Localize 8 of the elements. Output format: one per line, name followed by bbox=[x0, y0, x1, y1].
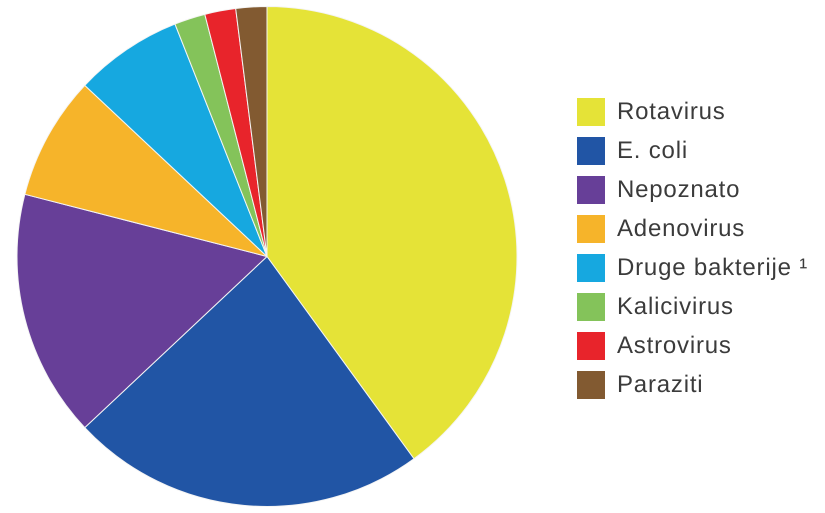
legend-label: Nepoznato bbox=[617, 176, 740, 204]
legend-label: Kalicivirus bbox=[617, 292, 734, 320]
legend-label: Druge bakterije ¹ bbox=[617, 254, 808, 282]
legend-label: E. coli bbox=[617, 136, 688, 164]
legend-label: Paraziti bbox=[617, 370, 704, 398]
legend-label: Astrovirus bbox=[617, 332, 732, 360]
legend-label: Adenovirus bbox=[617, 214, 746, 242]
legend-label: Rotavirus bbox=[617, 98, 726, 126]
